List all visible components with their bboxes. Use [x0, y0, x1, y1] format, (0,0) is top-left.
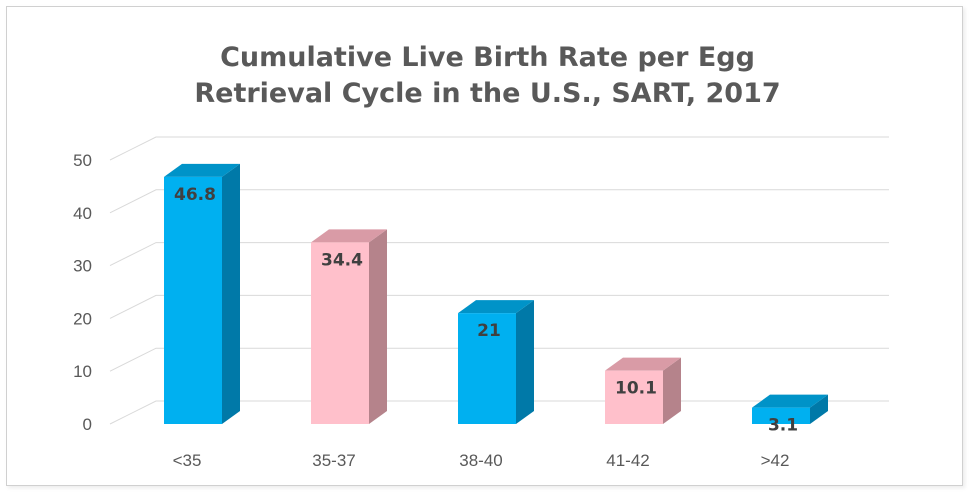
y-tick-label: 50 — [73, 151, 92, 170]
chart-title: Cumulative Live Birth Rate per Egg Retri… — [0, 40, 975, 112]
bar-top — [605, 357, 681, 371]
data-label: 34.4 — [321, 250, 363, 270]
bar-side — [369, 229, 387, 424]
bar-side — [222, 163, 240, 424]
bar-top — [164, 163, 240, 177]
chart-title-line-2: Retrieval Cycle in the U.S., SART, 2017 — [194, 78, 781, 109]
bar — [605, 370, 663, 424]
gridline — [109, 242, 889, 267]
y-tick-label: 30 — [73, 257, 92, 276]
bar-top — [458, 300, 534, 314]
x-tick-label: >42 — [761, 451, 790, 470]
bar — [164, 176, 222, 424]
x-tick-label: 35-37 — [312, 451, 355, 470]
bar-top — [311, 229, 387, 243]
y-tick-label: 0 — [83, 415, 92, 434]
y-tick-label: 20 — [73, 309, 92, 328]
chart-title-line-1: Cumulative Live Birth Rate per Egg — [220, 42, 755, 73]
bar-side — [516, 300, 534, 424]
gridline — [109, 189, 889, 214]
bar — [311, 242, 369, 424]
data-label: 21 — [477, 321, 501, 341]
gridline — [109, 294, 889, 319]
x-tick-label: <35 — [173, 451, 202, 470]
bar-side — [810, 394, 828, 424]
data-label: 10.1 — [615, 379, 657, 399]
y-tick-label: 40 — [73, 204, 92, 223]
bar-side — [663, 357, 681, 424]
gridline — [109, 136, 889, 161]
gridline — [109, 347, 889, 372]
x-tick-label: 41-42 — [606, 451, 649, 470]
data-label: 3.1 — [768, 416, 798, 436]
bar-top — [752, 394, 828, 408]
y-tick-label: 10 — [73, 362, 92, 381]
data-label: 46.8 — [174, 185, 216, 205]
bar — [752, 407, 810, 424]
bar — [458, 313, 516, 424]
x-tick-label: 38-40 — [459, 451, 502, 470]
